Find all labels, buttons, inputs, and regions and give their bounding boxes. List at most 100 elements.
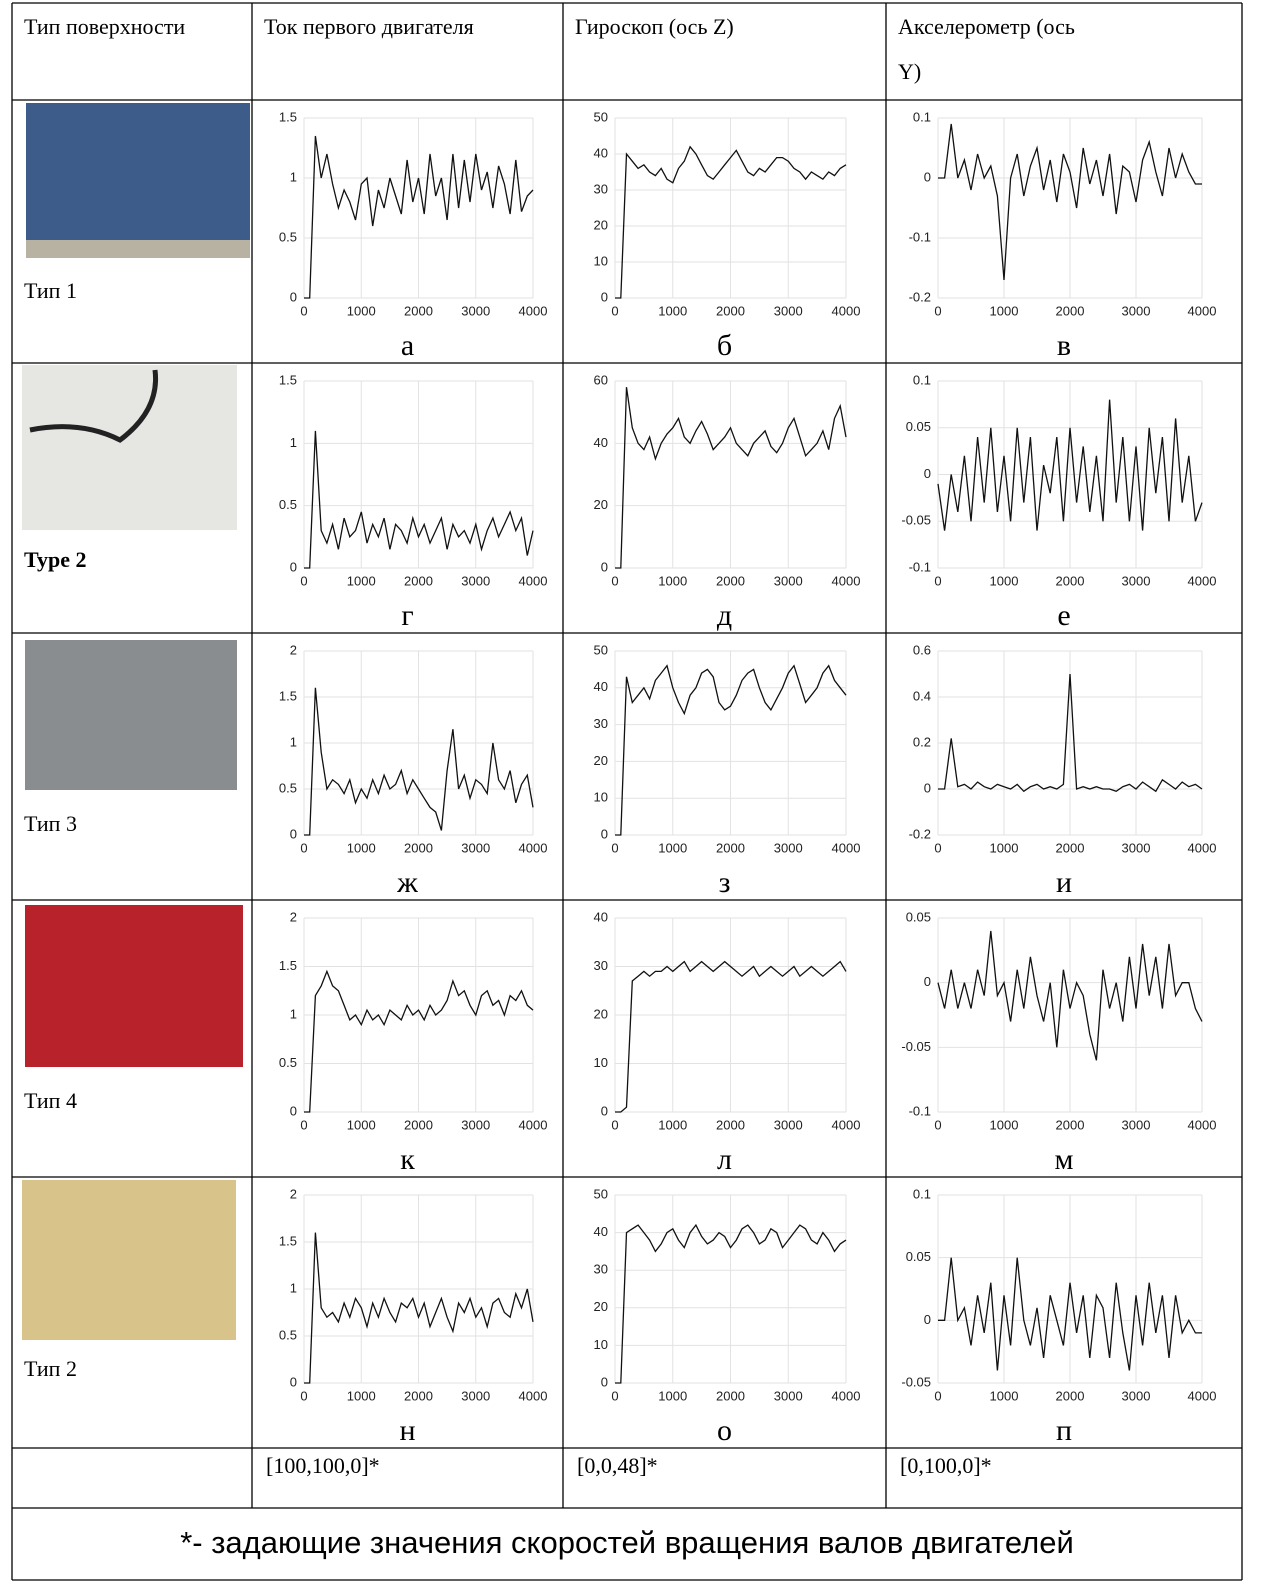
- y-tick-label: 0.1: [913, 372, 931, 387]
- y-tick-label: 10: [594, 253, 608, 268]
- y-tick-label: 60: [594, 372, 608, 387]
- footnote: *- задающие значения скоростей вращения …: [180, 1525, 1074, 1560]
- x-tick-label: 1000: [347, 840, 376, 855]
- y-tick-label: 2: [290, 642, 297, 657]
- y-tick-label: 50: [594, 1186, 608, 1201]
- y-tick-label: 1.5: [279, 372, 297, 387]
- x-tick-label: 1000: [658, 1388, 687, 1403]
- header-text: Тип поверхности: [24, 4, 244, 49]
- x-tick-label: 3000: [1122, 303, 1151, 318]
- y-tick-label: 1.5: [279, 688, 297, 703]
- y-tick-label: 20: [594, 753, 608, 768]
- x-tick-label: 2000: [716, 1388, 745, 1403]
- y-tick-label: 0.5: [279, 229, 297, 244]
- x-tick-label: 4000: [1188, 303, 1217, 318]
- x-tick-label: 2000: [1056, 840, 1085, 855]
- y-tick-label: 0.05: [906, 1249, 931, 1264]
- y-tick-label: 0: [290, 826, 297, 841]
- chart-caption: м: [1055, 1143, 1074, 1176]
- x-tick-label: 1000: [658, 303, 687, 318]
- y-tick-label: 40: [594, 1224, 608, 1239]
- y-tick-label: 0.05: [906, 909, 931, 924]
- chart-caption: и: [1056, 866, 1072, 899]
- header-text: Акселерометр (ось Y): [898, 4, 1078, 94]
- x-tick-label: 1000: [658, 1117, 687, 1132]
- y-tick-label: -0.05: [901, 513, 931, 528]
- y-tick-label: 0: [924, 780, 931, 795]
- setpoint: [0,100,0]*: [900, 1453, 992, 1478]
- y-tick-label: 1: [290, 734, 297, 749]
- surface-label: Type 2: [24, 547, 87, 572]
- x-tick-label: 1000: [347, 573, 376, 588]
- y-tick-label: 0.1: [913, 1186, 931, 1201]
- photo-type2: [22, 365, 237, 530]
- y-tick-label: 20: [594, 1006, 608, 1021]
- x-tick-label: 3000: [1122, 573, 1151, 588]
- x-tick-label: 0: [300, 303, 307, 318]
- x-tick-label: 1000: [990, 1388, 1019, 1403]
- chart-caption: к: [400, 1143, 415, 1176]
- x-tick-label: 3000: [461, 1388, 490, 1403]
- y-tick-label: 0.5: [279, 1327, 297, 1342]
- x-tick-label: 0: [934, 840, 941, 855]
- x-tick-label: 3000: [774, 1117, 803, 1132]
- x-tick-label: 3000: [774, 1388, 803, 1403]
- y-tick-label: -0.1: [909, 1103, 931, 1118]
- header-cell: Гироскоп (ось Z): [575, 4, 878, 99]
- x-tick-label: 4000: [832, 573, 861, 588]
- y-tick-label: 0.4: [913, 688, 931, 703]
- photo-type4: [25, 905, 243, 1067]
- x-tick-label: 3000: [461, 1117, 490, 1132]
- y-tick-label: 1.5: [279, 958, 297, 973]
- x-tick-label: 4000: [832, 1388, 861, 1403]
- x-tick-label: 0: [300, 840, 307, 855]
- header-cell: Акселерометр (ось Y): [898, 4, 1078, 99]
- y-tick-label: 0: [924, 974, 931, 989]
- y-tick-label: 0.6: [913, 642, 931, 657]
- y-tick-label: 20: [594, 1299, 608, 1314]
- x-tick-label: 2000: [1056, 1388, 1085, 1403]
- x-tick-label: 4000: [832, 840, 861, 855]
- y-tick-label: 1: [290, 435, 297, 450]
- chart-caption: а: [401, 329, 414, 362]
- y-tick-label: 0.1: [913, 109, 931, 124]
- y-tick-label: 40: [594, 145, 608, 160]
- header-cell: Тип поверхности: [24, 4, 244, 99]
- y-tick-label: 0: [924, 1312, 931, 1327]
- x-tick-label: 3000: [461, 840, 490, 855]
- surface-label: Тип 3: [24, 811, 77, 836]
- y-tick-label: 40: [594, 679, 608, 694]
- x-tick-label: 4000: [832, 303, 861, 318]
- surface-label: Тип 1: [24, 278, 77, 303]
- x-tick-label: 0: [934, 1388, 941, 1403]
- x-tick-label: 1000: [990, 840, 1019, 855]
- y-tick-label: -0.1: [909, 559, 931, 574]
- y-tick-label: -0.2: [909, 289, 931, 304]
- chart-caption: з: [719, 866, 731, 899]
- chart-caption: н: [399, 1414, 415, 1447]
- x-tick-label: 0: [611, 1388, 618, 1403]
- y-tick-label: 1.5: [279, 109, 297, 124]
- y-tick-label: 0: [601, 1103, 608, 1118]
- header-text: Ток первого двигателя: [264, 4, 555, 49]
- y-tick-label: 50: [594, 642, 608, 657]
- photo-type3: [25, 640, 237, 790]
- page: *- задающие значения скоростей вращения …: [0, 0, 1261, 1584]
- x-tick-label: 1000: [658, 573, 687, 588]
- y-tick-label: 10: [594, 1055, 608, 1070]
- y-tick-label: 30: [594, 181, 608, 196]
- x-tick-label: 0: [611, 1117, 618, 1132]
- y-tick-label: 0.2: [913, 734, 931, 749]
- y-tick-label: 2: [290, 909, 297, 924]
- x-tick-label: 0: [934, 1117, 941, 1132]
- chart-caption: ж: [396, 866, 418, 899]
- header-cell: Ток первого двигателя: [264, 4, 555, 99]
- y-tick-label: 2: [290, 1186, 297, 1201]
- x-tick-label: 4000: [519, 303, 548, 318]
- chart-caption: п: [1056, 1414, 1072, 1447]
- x-tick-label: 4000: [1188, 1388, 1217, 1403]
- x-tick-label: 1000: [990, 303, 1019, 318]
- setpoint: [100,100,0]*: [266, 1453, 380, 1478]
- x-tick-label: 0: [934, 573, 941, 588]
- photo-type1: [26, 103, 250, 258]
